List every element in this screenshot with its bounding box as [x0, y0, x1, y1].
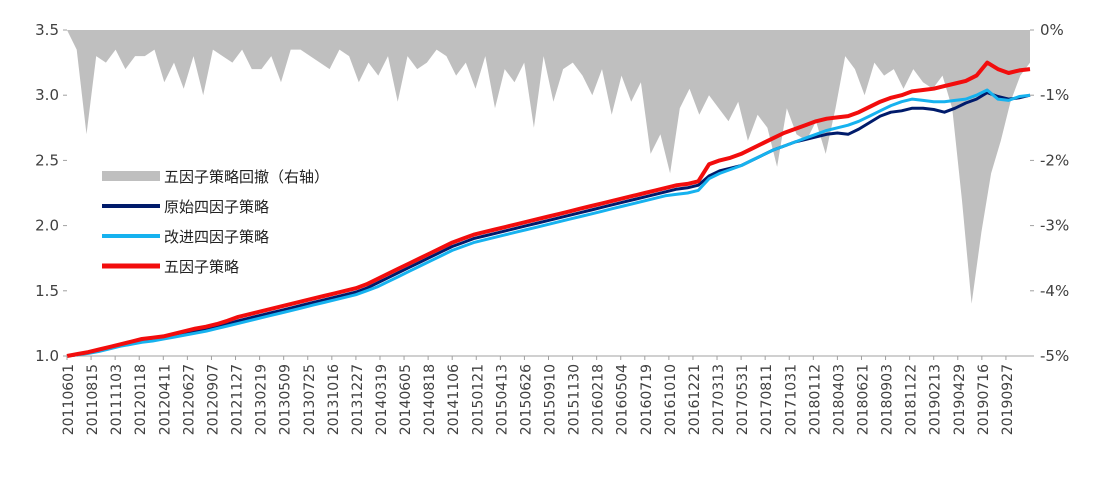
y-right-tick-label-4: -1%	[1040, 86, 1069, 104]
legend-label-0: 五因子策略回撤（右轴）	[164, 168, 329, 186]
x-tick-label-25: 20161010	[663, 364, 679, 435]
x-tick-label-19: 20150626	[518, 364, 534, 435]
legend-label-1: 原始四因子策略	[164, 198, 269, 216]
legend-label-2: 改进四因子策略	[164, 228, 269, 246]
x-tick-label-14: 20140605	[398, 364, 414, 435]
x-tick-label-4: 20120411	[157, 364, 173, 435]
x-tick-label-34: 20180903	[880, 364, 896, 435]
x-tick-label-3: 20120118	[133, 364, 149, 435]
y-right-tick-label-0: -5%	[1040, 347, 1069, 365]
x-tick-label-15: 20140818	[422, 364, 438, 435]
series-line-1	[66, 91, 1031, 358]
x-tick-label-29: 20170811	[759, 364, 775, 435]
x-tick-label-6: 20120907	[205, 364, 221, 435]
x-tick-label-23: 20160504	[615, 364, 631, 435]
x-axis: 20110601 20110815 20111103 20120118 20120411…	[61, 356, 1016, 435]
x-tick-label-8: 20130219	[254, 364, 270, 435]
x-tick-label-38: 20190716	[976, 364, 992, 435]
y-left-tick-label-5: 3.5	[35, 21, 59, 39]
x-tick-label-1: 20110815	[85, 364, 101, 435]
x-tick-label-33: 20180621	[856, 364, 872, 435]
x-tick-label-30: 20171031	[783, 364, 799, 435]
x-tick-label-12: 20131227	[350, 364, 366, 435]
y-right-tick-label-5: 0%	[1040, 21, 1064, 39]
y-right-tick-label-3: -2%	[1040, 151, 1069, 169]
x-tick-label-13: 20140319	[374, 364, 390, 435]
x-tick-label-16: 20141106	[446, 364, 462, 435]
x-tick-label-9: 20130509	[278, 364, 294, 435]
x-tick-label-17: 20150121	[470, 364, 486, 435]
x-tick-label-26: 20161221	[687, 364, 703, 435]
y-right-tick-label-1: -4%	[1040, 282, 1069, 300]
line-series	[66, 60, 1031, 358]
x-tick-label-27: 20170313	[711, 364, 727, 435]
drawdown-area-series	[67, 30, 1030, 304]
x-tick-label-37: 20190429	[952, 364, 968, 435]
x-tick-label-7: 20121127	[230, 364, 246, 435]
legend-label-3: 五因子策略	[164, 258, 239, 276]
y-left-tick-label-2: 2.0	[35, 217, 59, 235]
drawdown-area-0	[67, 30, 1030, 304]
x-tick-label-24: 20160719	[639, 364, 655, 435]
y-left-tick-label-0: 1.0	[35, 347, 59, 365]
x-tick-label-35: 20181122	[904, 364, 920, 435]
x-tick-label-28: 20170531	[735, 364, 751, 435]
x-tick-label-2: 20111103	[109, 364, 125, 435]
y-axis-left: 1.0 1.5 2.0 2.5 3.0 3.5	[35, 21, 67, 365]
series-line-3	[66, 60, 1031, 358]
x-tick-label-10: 20130725	[302, 364, 318, 435]
y-axis-right: -5% -4% -3% -2% -1% 0%	[1030, 21, 1069, 365]
x-tick-label-31: 20180112	[807, 364, 823, 435]
y-left-tick-label-1: 1.5	[35, 282, 59, 300]
y-right-tick-label-2: -3%	[1040, 217, 1069, 235]
x-tick-label-0: 20110601	[61, 364, 77, 435]
x-tick-label-36: 20190213	[928, 364, 944, 435]
series-line-2	[66, 88, 1031, 358]
x-tick-label-22: 20160218	[591, 364, 607, 435]
x-tick-label-21: 20151130	[567, 364, 583, 435]
x-tick-label-20: 20150910	[543, 364, 559, 435]
x-tick-label-5: 20120627	[181, 364, 197, 435]
y-left-tick-label-3: 2.5	[35, 151, 59, 169]
x-tick-label-18: 20150413	[494, 364, 510, 435]
y-left-tick-label-4: 3.0	[35, 86, 59, 104]
x-tick-label-39: 20190927	[1000, 364, 1016, 435]
x-tick-label-11: 20131016	[326, 364, 342, 435]
x-tick-label-32: 20180403	[831, 364, 847, 435]
